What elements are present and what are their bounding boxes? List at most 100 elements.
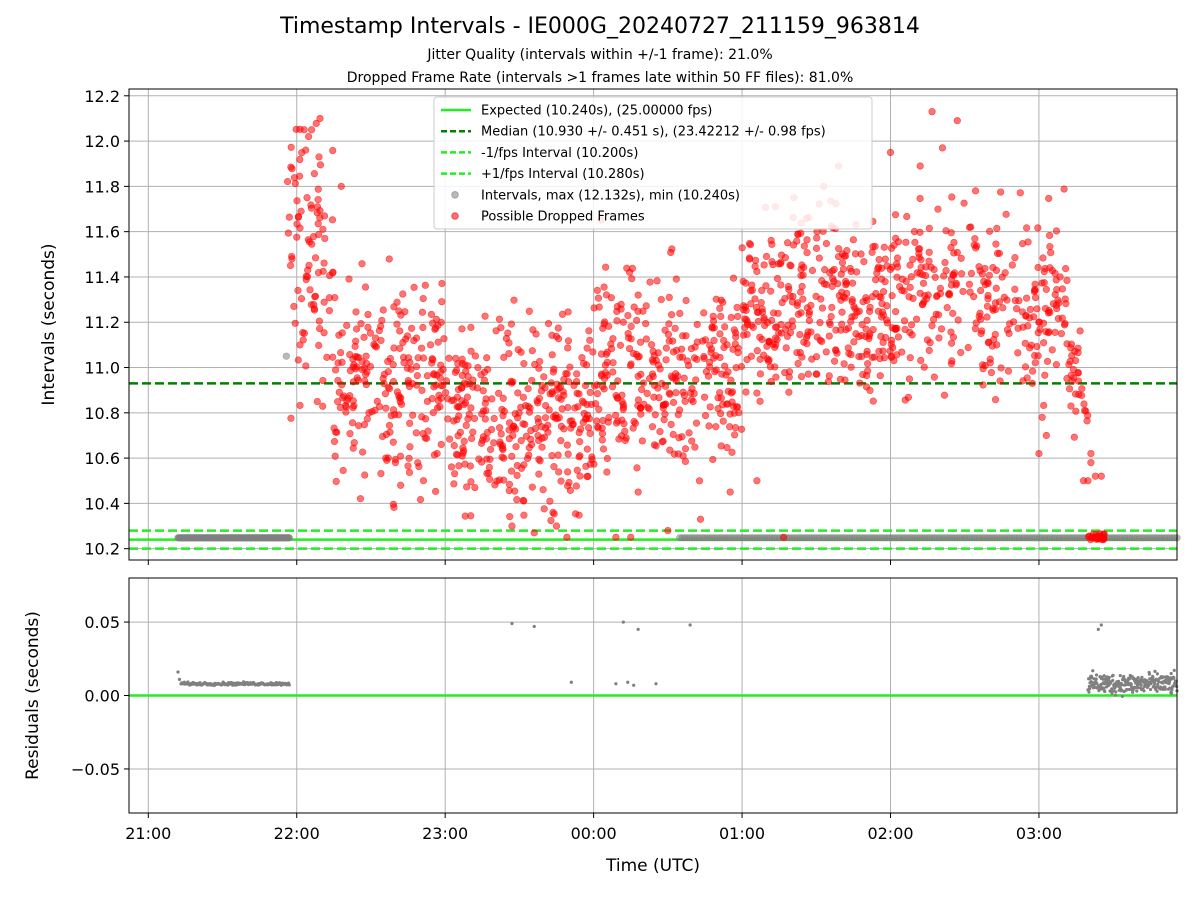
dropped-frame-point [386, 354, 394, 363]
dropped-frame-point [593, 390, 602, 398]
dropped-frame-point [785, 388, 793, 396]
dropped-frame-point [1074, 344, 1082, 352]
dropped-frame-point [646, 278, 654, 286]
residual-point [626, 680, 630, 684]
dropped-frame-point [945, 289, 953, 298]
dropped-frame-point [325, 307, 334, 315]
dropped-frame-point [375, 327, 383, 335]
dropped-frame-point [907, 321, 916, 329]
dropped-frame-point [396, 452, 405, 460]
dropped-frame-point [505, 339, 513, 347]
residual-point [287, 683, 291, 687]
dropped-frame-point [1012, 305, 1021, 313]
dropped-frame-point [753, 347, 761, 355]
dropped-frame-point [967, 269, 976, 278]
dropped-frame-point [582, 415, 591, 423]
dropped-frame-point [842, 326, 850, 334]
dropped-frame-point [832, 326, 840, 334]
dropped-frame-point [1040, 339, 1048, 347]
dropped-frame-point [763, 342, 771, 350]
dropped-frame-point [800, 263, 808, 272]
dropped-frame-point [633, 464, 641, 472]
dropped-frame-point [905, 375, 914, 383]
dropped-frame-point [371, 406, 379, 414]
dropped-frame-point [335, 388, 343, 396]
residual-point [1169, 671, 1173, 676]
dropped-frame-point [657, 295, 665, 304]
dropped-frame-point [734, 312, 742, 321]
dropped-frame-point [1035, 449, 1043, 458]
dropped-frame-point [796, 348, 804, 357]
dropped-frame-point [524, 402, 532, 411]
dropped-frame-point [310, 170, 318, 178]
dropped-frame-point [991, 299, 1000, 307]
dropped-frame-point [486, 475, 494, 483]
dropped-frame-point [350, 361, 358, 369]
dropped-frame-point [458, 371, 466, 380]
dropped-frame-point [754, 317, 762, 326]
dropped-frame-point [512, 443, 520, 451]
dropped-frame-point [398, 400, 406, 408]
dropped-frame-point [544, 319, 553, 328]
dropped-frame-point [739, 277, 747, 285]
dropped-frame-point [731, 340, 739, 348]
dropped-frame-point [296, 401, 304, 410]
residual-point [1135, 689, 1139, 693]
dropped-frame-point [756, 333, 764, 341]
dropped-frame-point [773, 274, 782, 283]
dropped-frame-point [321, 234, 329, 243]
dropped-frame-point [594, 294, 603, 302]
dropped-frame-point [901, 325, 909, 334]
dropped-frame-point [500, 353, 508, 361]
dropped-frame-point [507, 379, 516, 387]
dropped-frame-point [315, 341, 323, 349]
dropped-frame-point [576, 438, 584, 446]
dropped-frame-point [824, 378, 832, 386]
dropped-frame-point [783, 239, 792, 247]
intervals-reference-lines [129, 382, 1177, 550]
dropped-frame-point [458, 325, 466, 333]
dropped-frame-point [390, 503, 398, 511]
dropped-frame-point [592, 400, 600, 408]
dropped-frame-point [356, 495, 365, 503]
dropped-frame-point [807, 328, 815, 336]
dropped-frame-point [483, 469, 491, 478]
dropped-frame-point [712, 295, 720, 303]
dropped-frame-point [661, 382, 670, 390]
dropped-frame-point [799, 295, 807, 303]
dropped-frame-point [589, 348, 597, 356]
residual-point [1103, 689, 1107, 694]
residual-point [1094, 677, 1098, 681]
dropped-frame-point [1039, 319, 1048, 327]
dropped-frame-point [1014, 324, 1022, 332]
intervals-ylabel: Intervals (seconds) [39, 243, 59, 405]
dropped-frame-point [960, 199, 968, 207]
dropped-frame-point [576, 472, 584, 480]
dropped-frame-point [1057, 330, 1066, 338]
dropped-frame-point [729, 274, 738, 282]
dropped-frame-point [566, 363, 574, 371]
dropped-frame-point [343, 321, 351, 330]
dropped-frame-point [323, 353, 331, 361]
dropped-frame-point [726, 423, 734, 431]
dropped-frame-point [404, 376, 412, 385]
dropped-frame-point [937, 325, 946, 333]
dropped-frame-point [829, 275, 837, 283]
dropped-frame-point [838, 308, 846, 316]
dropped-frame-point [1084, 477, 1092, 485]
dropped-frame-point [966, 288, 974, 296]
dropped-frame-point [573, 466, 581, 474]
dropped-frame-point [841, 294, 849, 302]
dropped-frame-point [404, 462, 412, 470]
residual-point [569, 680, 573, 684]
dropped-frame-point [478, 458, 486, 466]
dropped-frame-point [887, 244, 896, 252]
dropped-frame-point [1087, 459, 1095, 467]
dropped-frame-point [564, 450, 572, 458]
dropped-frame-point [679, 452, 687, 460]
dropped-frame-point [590, 304, 598, 312]
dropped-frame-point [499, 394, 507, 402]
dropped-frame-point [434, 397, 442, 405]
dropped-frame-point [902, 238, 910, 246]
dropped-frame-point [666, 390, 674, 398]
